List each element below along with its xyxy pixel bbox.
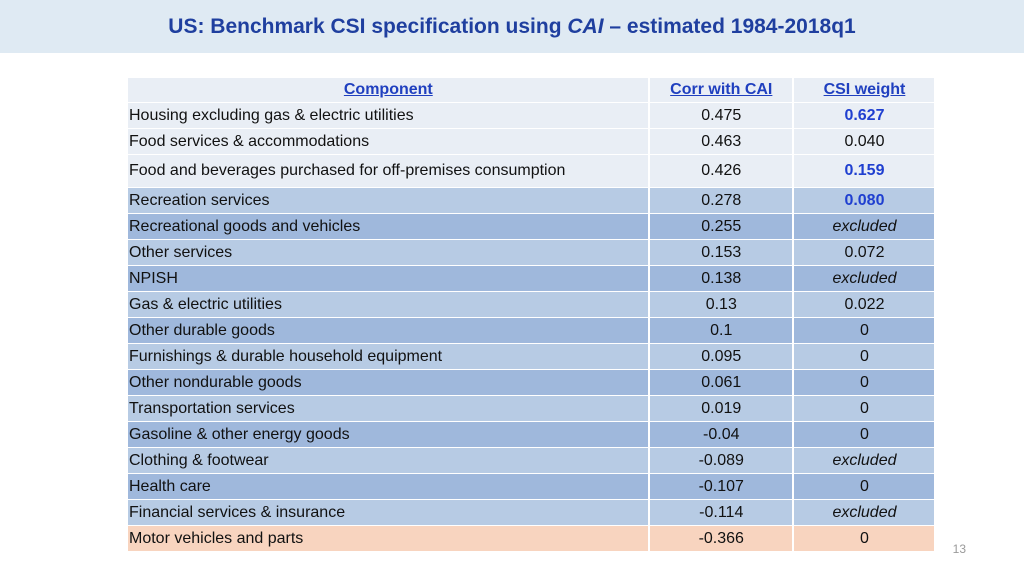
table-row: Health care -0.107 0	[128, 474, 934, 500]
corr-cell: 0.13	[649, 292, 794, 318]
table-row: Food and beverages purchased for off-pre…	[128, 155, 934, 188]
table-row: Gasoline & other energy goods -0.04 0	[128, 422, 934, 448]
table-row: Other nondurable goods 0.061 0	[128, 370, 934, 396]
corr-cell: -0.114	[649, 500, 794, 526]
weight-cell: 0.022	[793, 292, 934, 318]
corr-cell: -0.366	[649, 526, 794, 552]
table-row: Other durable goods 0.1 0	[128, 318, 934, 344]
title-part-cai: CAI	[567, 14, 604, 38]
component-cell: Clothing & footwear	[128, 448, 650, 474]
weight-cell: 0	[793, 396, 934, 422]
component-cell: Gasoline & other energy goods	[128, 422, 650, 448]
table-row: Gas & electric utilities 0.13 0.022	[128, 292, 934, 318]
component-cell: Health care	[128, 474, 650, 500]
component-cell: Other durable goods	[128, 318, 650, 344]
table-row: Motor vehicles and parts -0.366 0	[128, 526, 934, 552]
weight-cell: 0	[793, 422, 934, 448]
csi-table: Component Corr with CAI CSI weight Housi…	[128, 78, 934, 552]
component-cell: Other nondurable goods	[128, 370, 650, 396]
table-row: Food services & accommodations 0.463 0.0…	[128, 129, 934, 155]
weight-cell: 0.080	[793, 188, 934, 214]
table-row: Furnishings & durable household equipmen…	[128, 344, 934, 370]
corr-cell: -0.107	[649, 474, 794, 500]
header-csi-weight: CSI weight	[793, 78, 934, 103]
corr-cell: 0.061	[649, 370, 794, 396]
table-row: NPISH 0.138 excluded	[128, 266, 934, 292]
component-cell: Recreational goods and vehicles	[128, 214, 650, 240]
component-cell: Recreation services	[128, 188, 650, 214]
table-row: Transportation services 0.019 0	[128, 396, 934, 422]
table-header-row: Component Corr with CAI CSI weight	[128, 78, 934, 103]
header-component: Component	[128, 78, 650, 103]
weight-cell: 0	[793, 370, 934, 396]
slide-title: US: Benchmark CSI specification using CA…	[168, 15, 855, 39]
component-cell: Motor vehicles and parts	[128, 526, 650, 552]
weight-cell: excluded	[793, 214, 934, 240]
title-part-1: US: Benchmark CSI specification using	[168, 14, 568, 38]
weight-cell: 0.040	[793, 129, 934, 155]
corr-cell: 0.019	[649, 396, 794, 422]
weight-cell: 0	[793, 344, 934, 370]
table-row: Recreational goods and vehicles 0.255 ex…	[128, 214, 934, 240]
weight-cell: excluded	[793, 500, 934, 526]
corr-cell: 0.138	[649, 266, 794, 292]
corr-cell: -0.04	[649, 422, 794, 448]
component-cell: Transportation services	[128, 396, 650, 422]
corr-cell: 0.255	[649, 214, 794, 240]
component-cell: Furnishings & durable household equipmen…	[128, 344, 650, 370]
weight-cell: excluded	[793, 448, 934, 474]
component-cell: Financial services & insurance	[128, 500, 650, 526]
component-cell: Food and beverages purchased for off-pre…	[128, 155, 650, 188]
corr-cell: 0.463	[649, 129, 794, 155]
table-row: Financial services & insurance -0.114 ex…	[128, 500, 934, 526]
corr-cell: 0.475	[649, 103, 794, 129]
corr-cell: 0.153	[649, 240, 794, 266]
component-cell: Other services	[128, 240, 650, 266]
weight-cell: excluded	[793, 266, 934, 292]
title-part-3: – estimated 1984-2018q1	[603, 14, 856, 38]
corr-cell: 0.1	[649, 318, 794, 344]
table-row: Housing excluding gas & electric utiliti…	[128, 103, 934, 129]
table-row: Clothing & footwear -0.089 excluded	[128, 448, 934, 474]
corr-cell: 0.095	[649, 344, 794, 370]
table-row: Recreation services 0.278 0.080	[128, 188, 934, 214]
component-cell: NPISH	[128, 266, 650, 292]
page-number: 13	[952, 542, 966, 556]
corr-cell: -0.089	[649, 448, 794, 474]
weight-cell: 0	[793, 474, 934, 500]
weight-cell: 0	[793, 526, 934, 552]
header-corr-with-cai: Corr with CAI	[649, 78, 794, 103]
weight-cell: 0.627	[793, 103, 934, 129]
component-cell: Gas & electric utilities	[128, 292, 650, 318]
component-cell: Housing excluding gas & electric utiliti…	[128, 103, 650, 129]
weight-cell: 0	[793, 318, 934, 344]
weight-cell: 0.159	[793, 155, 934, 188]
corr-cell: 0.278	[649, 188, 794, 214]
title-bar: US: Benchmark CSI specification using CA…	[0, 0, 1024, 53]
weight-cell: 0.072	[793, 240, 934, 266]
corr-cell: 0.426	[649, 155, 794, 188]
component-cell: Food services & accommodations	[128, 129, 650, 155]
table-row: Other services 0.153 0.072	[128, 240, 934, 266]
